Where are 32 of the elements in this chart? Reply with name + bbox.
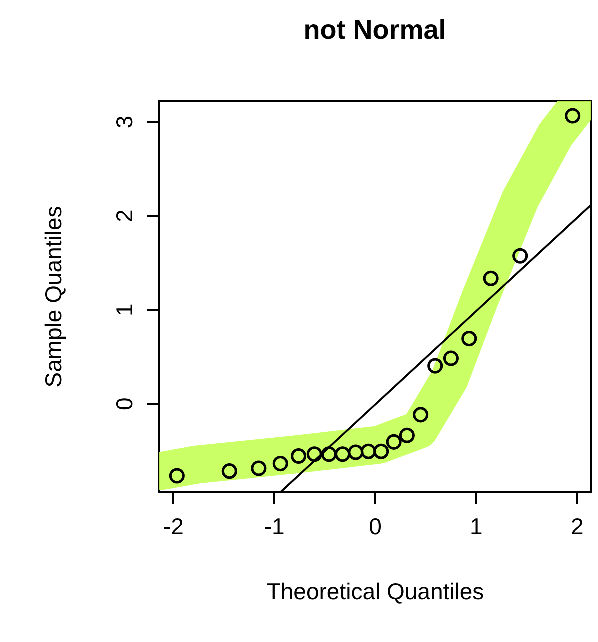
point [374, 444, 390, 460]
point [413, 407, 429, 423]
point [360, 444, 376, 460]
point [462, 331, 478, 347]
y-tick-label: 1 [112, 304, 138, 317]
y-tick-label: 2 [112, 210, 138, 223]
x-tick-label: 2 [570, 514, 584, 540]
point [306, 446, 322, 462]
point [399, 428, 415, 444]
y-tick-label: 3 [112, 116, 138, 129]
x-tick-label: 0 [369, 514, 382, 540]
point [169, 468, 185, 484]
point [443, 350, 459, 366]
point [222, 464, 238, 480]
point [291, 448, 307, 464]
point [483, 270, 499, 286]
x-axis-title: Theoretical Quantiles [266, 578, 484, 604]
point [251, 460, 267, 476]
y-tick-label: 0 [112, 398, 138, 411]
x-tick-label: -2 [163, 514, 184, 540]
point [321, 446, 337, 462]
point [348, 444, 364, 460]
point [272, 456, 288, 472]
point [428, 358, 444, 374]
x-tick-label: -1 [264, 514, 285, 540]
point [565, 108, 581, 124]
chart-title: not Normal [304, 15, 446, 45]
point [512, 248, 528, 264]
point [335, 446, 351, 462]
point [386, 434, 402, 450]
x-tick-label: 1 [470, 514, 483, 540]
y-axis-title: Sample Quantiles [40, 206, 66, 388]
